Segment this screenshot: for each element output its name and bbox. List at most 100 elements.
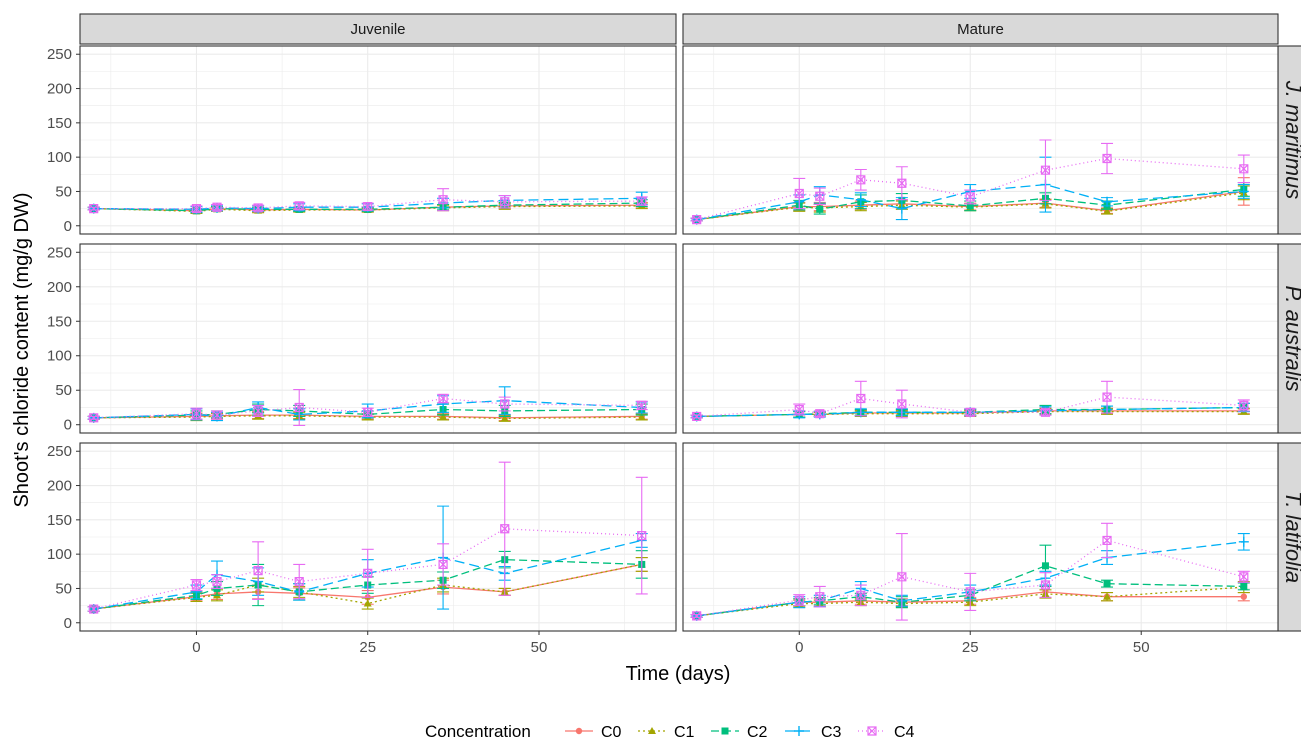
marker-point	[253, 566, 263, 576]
marker-point	[1102, 196, 1113, 207]
marker-point	[897, 178, 907, 188]
y-tick-label: 200	[47, 279, 72, 296]
legend-title: Concentration	[425, 722, 531, 739]
marker-point	[89, 604, 99, 614]
panel-t-latifolia-mature: 0 25 50	[682, 442, 1279, 656]
marker-point	[500, 414, 509, 422]
y-tick-label: 50	[55, 183, 72, 200]
y-tick-label: 150	[47, 313, 72, 330]
marker-point	[500, 524, 510, 534]
series-line-c4	[93, 528, 642, 610]
x-tick-label: 25	[962, 639, 979, 656]
marker-point	[1102, 392, 1112, 402]
marker-point	[692, 611, 702, 621]
y-tick-label: 50	[55, 580, 72, 597]
marker-point	[1103, 207, 1112, 215]
marker-point	[438, 195, 448, 205]
marker-point	[1238, 186, 1249, 197]
marker-point	[815, 191, 825, 201]
marker-point	[575, 727, 583, 735]
marker-point	[212, 410, 222, 420]
x-tick-label: 50	[531, 639, 548, 656]
legend-label-c3: C3	[821, 724, 842, 739]
y-tick-label: 250	[47, 244, 72, 261]
y-tick-label: 150	[47, 115, 72, 132]
marker-point	[867, 726, 877, 736]
marker-point	[363, 407, 373, 417]
marker-point	[294, 402, 304, 413]
marker-point	[1238, 536, 1249, 547]
marker-point	[438, 559, 448, 570]
series-c4	[87, 188, 648, 214]
panel-border	[79, 243, 677, 434]
marker-point	[692, 411, 702, 422]
marker-point	[1103, 580, 1111, 588]
series-c4	[690, 522, 1250, 621]
marker-point	[855, 194, 866, 205]
marker-point	[1240, 593, 1248, 600]
y-tick-label: 100	[47, 546, 72, 563]
series-line-c3	[696, 541, 1244, 617]
marker-point	[439, 413, 448, 421]
y-tick-label: 100	[47, 149, 72, 166]
marker-point	[794, 726, 804, 736]
marker-point	[794, 188, 804, 199]
series-c4	[690, 139, 1250, 225]
panel-p-australis-juvenile: 0 50 100 150 200 250	[47, 243, 677, 434]
y-tick-label: 150	[47, 512, 72, 529]
row-strip-label-j-maritimus: J. maritimus	[1281, 80, 1301, 200]
legend-item-c2: C2	[711, 724, 768, 739]
y-axis-title: Shoot's chloride content (mg/g DW)	[11, 192, 33, 507]
marker-point	[89, 204, 99, 214]
x-axis-title: Time (days)	[626, 663, 731, 685]
x-tick-label: 50	[1133, 639, 1150, 656]
legend-item-c1: C1	[638, 724, 695, 739]
marker-point	[856, 175, 866, 185]
series-line-c3	[696, 406, 1244, 418]
marker-point	[212, 576, 222, 587]
marker-point	[816, 205, 824, 213]
marker-point	[500, 399, 510, 409]
legend-item-c0: C0	[565, 724, 622, 739]
marker-point	[815, 409, 825, 419]
marker-point	[500, 197, 510, 207]
marker-point	[721, 727, 729, 735]
series-c4	[87, 388, 648, 426]
marker-point	[794, 404, 804, 415]
marker-point	[191, 580, 202, 590]
marker-point	[253, 203, 263, 213]
marker-point	[1102, 535, 1112, 546]
marker-point	[294, 201, 304, 211]
column-strip-label-juvenile: Juvenile	[350, 21, 405, 38]
marker-point	[897, 399, 907, 409]
marker-point	[637, 400, 647, 411]
series-line-c1	[93, 563, 642, 610]
x-tick-label: 25	[359, 639, 376, 656]
legend-label-c2: C2	[747, 724, 768, 739]
x-tick-label: 0	[192, 639, 200, 656]
panel-border	[682, 243, 1279, 434]
marker-point	[637, 413, 646, 421]
legend-item-c3: C3	[785, 724, 842, 739]
marker-point	[1239, 400, 1249, 411]
marker-point	[965, 587, 975, 597]
row-strip-label-t-latifolia: T. latifolia	[1281, 491, 1301, 583]
marker-point	[89, 413, 99, 423]
series-line-c3	[93, 197, 642, 210]
marker-point	[965, 407, 975, 417]
marker-point	[965, 192, 975, 202]
marker-point	[191, 409, 202, 419]
y-tick-label: 0	[64, 615, 72, 632]
series-line-c3	[696, 183, 1244, 221]
y-tick-label: 50	[55, 382, 72, 399]
marker-point	[191, 204, 202, 214]
marker-point	[294, 576, 304, 587]
marker-point	[1041, 562, 1049, 570]
marker-point	[438, 393, 448, 404]
series-line-c4	[696, 157, 1244, 221]
panels-layer: Juvenile Mature J. maritimus P. australis T.…	[47, 13, 1301, 656]
marker-point	[692, 214, 702, 225]
column-strip-mature	[682, 13, 1279, 45]
column-strip-juvenile	[79, 13, 677, 45]
marker-point	[1103, 592, 1112, 600]
